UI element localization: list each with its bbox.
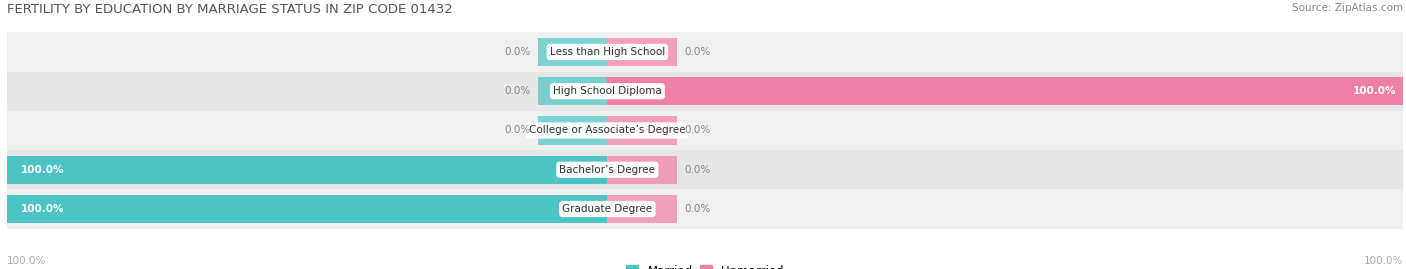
Text: 0.0%: 0.0%	[505, 125, 530, 136]
Text: 100.0%: 100.0%	[7, 256, 46, 266]
Text: College or Associate’s Degree: College or Associate’s Degree	[529, 125, 686, 136]
Text: 0.0%: 0.0%	[685, 165, 710, 175]
Bar	[7, 32, 1403, 72]
Text: 0.0%: 0.0%	[685, 47, 710, 57]
Text: 0.0%: 0.0%	[685, 125, 710, 136]
Bar	[537, 38, 607, 66]
Bar	[7, 150, 1403, 189]
Text: High School Diploma: High School Diploma	[553, 86, 662, 96]
Text: 0.0%: 0.0%	[505, 47, 530, 57]
Text: 0.0%: 0.0%	[505, 86, 530, 96]
Text: Source: ZipAtlas.com: Source: ZipAtlas.com	[1292, 3, 1403, 13]
Text: Graduate Degree: Graduate Degree	[562, 204, 652, 214]
Text: 100.0%: 100.0%	[21, 204, 65, 214]
Text: 100.0%: 100.0%	[1364, 256, 1403, 266]
Bar	[537, 77, 607, 105]
Bar	[607, 116, 678, 145]
Legend: Married, Unmarried: Married, Unmarried	[627, 265, 783, 269]
Bar	[7, 72, 1403, 111]
Bar	[607, 155, 678, 184]
Bar	[607, 195, 678, 223]
Bar	[537, 116, 607, 145]
Bar	[607, 38, 678, 66]
Text: Bachelor’s Degree: Bachelor’s Degree	[560, 165, 655, 175]
Text: 0.0%: 0.0%	[685, 204, 710, 214]
Bar	[7, 111, 1403, 150]
Text: Less than High School: Less than High School	[550, 47, 665, 57]
Text: FERTILITY BY EDUCATION BY MARRIAGE STATUS IN ZIP CODE 01432: FERTILITY BY EDUCATION BY MARRIAGE STATU…	[7, 3, 453, 16]
Text: 100.0%: 100.0%	[1353, 86, 1396, 96]
Text: 100.0%: 100.0%	[21, 165, 65, 175]
Bar	[7, 195, 607, 223]
Bar	[7, 189, 1403, 229]
Bar	[607, 77, 1403, 105]
Bar	[7, 155, 607, 184]
